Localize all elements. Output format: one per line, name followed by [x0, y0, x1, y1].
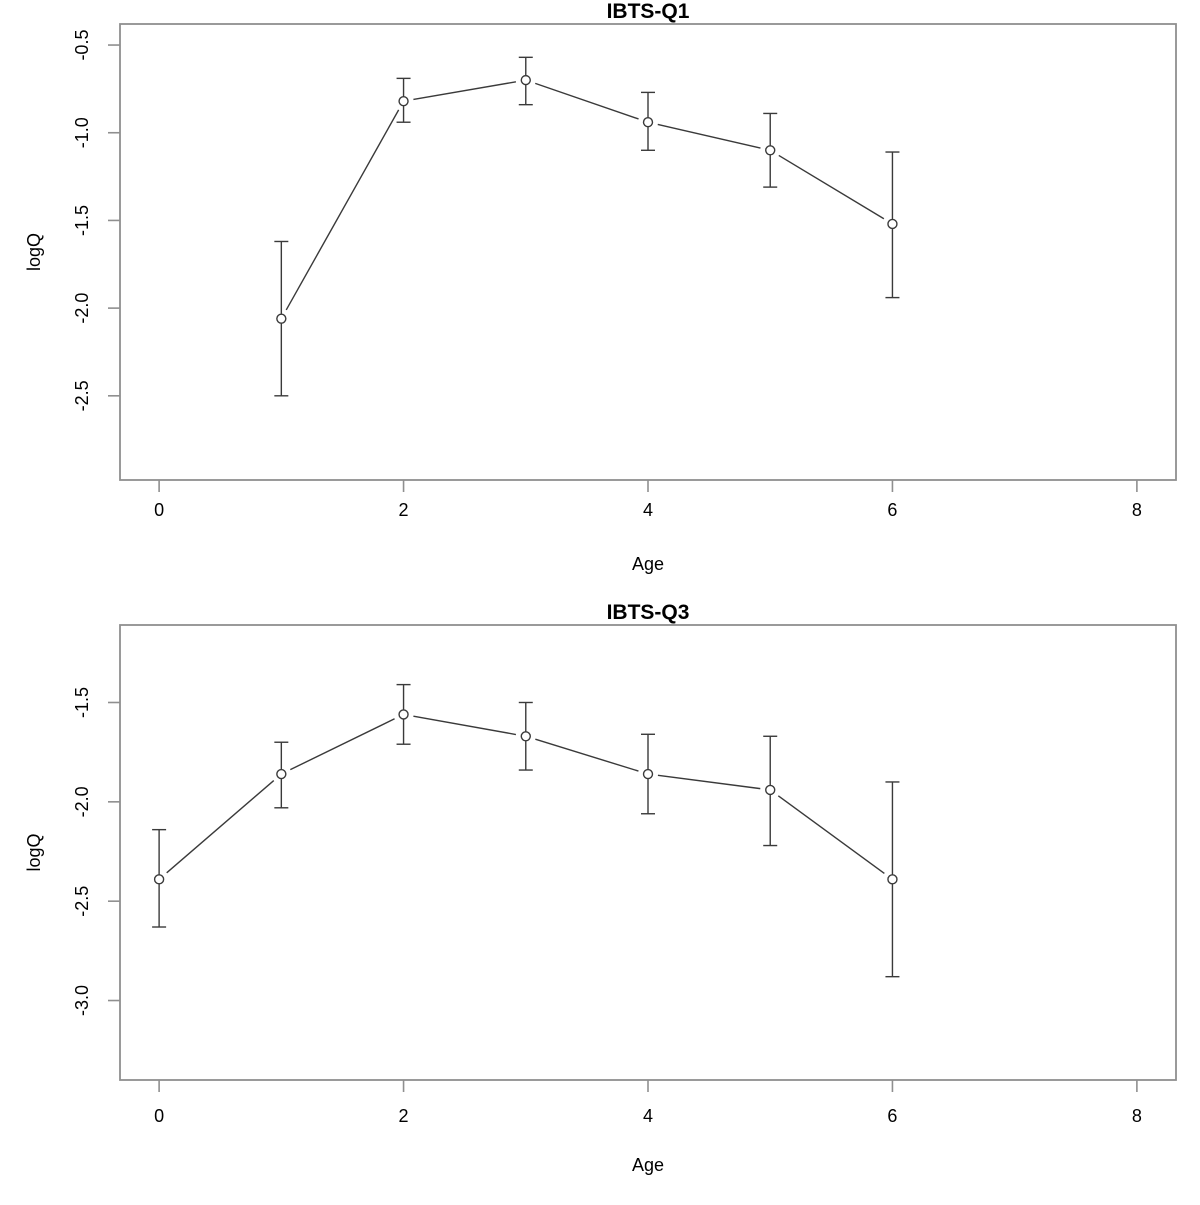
data-point [887, 874, 898, 885]
data-point [398, 95, 409, 107]
y-tick-label: -2.5 [72, 380, 92, 411]
data-point [276, 313, 287, 324]
x-tick-label: 6 [887, 500, 897, 520]
series-segment [777, 795, 885, 874]
data-point [642, 117, 654, 128]
series-segment [290, 718, 395, 771]
data-point [153, 874, 165, 885]
y-tick-label: -1.5 [72, 687, 92, 718]
series-segment [166, 780, 275, 874]
x-tick-label: 2 [399, 500, 409, 520]
series-segment [657, 774, 761, 790]
x-tick-label: 6 [887, 1106, 897, 1126]
data-point [520, 731, 531, 742]
y-tick-label: -0.5 [72, 30, 92, 61]
y-tick-label: -1.5 [72, 205, 92, 236]
y-tick-label: -2.5 [72, 886, 92, 917]
x-axis-label: Age [632, 554, 664, 574]
y-axis-label: logQ [24, 833, 44, 871]
series-segment [535, 82, 639, 120]
panel-title: IBTS-Q3 [607, 601, 690, 624]
series-segment [413, 81, 517, 101]
x-tick-label: 4 [643, 500, 653, 520]
series-segment [285, 109, 400, 311]
y-tick-label: -3.0 [72, 985, 92, 1016]
y-tick-label: -2.0 [72, 786, 92, 817]
data-point [765, 784, 776, 796]
x-tick-label: 8 [1132, 1106, 1142, 1126]
panel-IBTS-Q1: 0 2 4 6 8 -0.5 -1.0 -1.5 -2.0 -2.5 Age logQ IBTS-Q1 [24, 0, 1177, 574]
panel-IBTS-Q3: 0 2 4 6 8 -1.5 -2.0 -2.5 -3.0 Age logQ IBTS-Q3 [24, 601, 1177, 1175]
data-point [642, 768, 654, 780]
data-point [520, 74, 531, 86]
x-tick-label: 8 [1132, 500, 1142, 520]
y-axis-label: logQ [24, 233, 44, 271]
series-segment [413, 715, 517, 736]
series-segment [535, 738, 639, 772]
y-tick-label: -2.0 [72, 293, 92, 324]
series-segment [657, 123, 761, 149]
data-point [276, 768, 287, 780]
plot-frame [119, 624, 1177, 1081]
x-tick-label: 2 [399, 1106, 409, 1126]
data-point [887, 218, 898, 230]
x-axis-label: Age [632, 1155, 664, 1175]
data-point [765, 145, 776, 156]
x-tick-label: 4 [643, 1106, 653, 1126]
x-tick-label: 0 [154, 500, 164, 520]
x-tick-label: 0 [154, 1106, 164, 1126]
panel-title: IBTS-Q1 [607, 0, 690, 23]
y-tick-label: -1.0 [72, 117, 92, 148]
data-point [398, 709, 409, 720]
series-segment [778, 154, 885, 220]
